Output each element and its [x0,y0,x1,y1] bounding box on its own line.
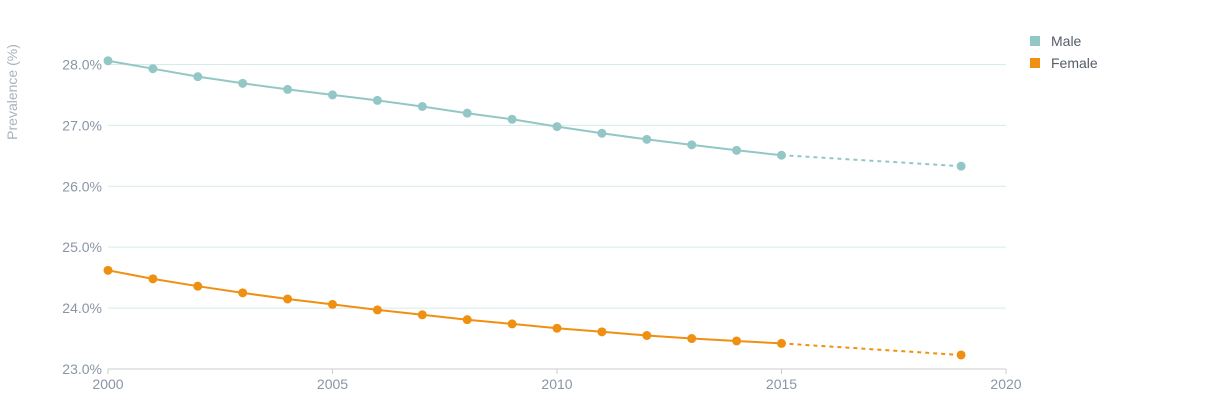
data-point[interactable] [417,310,427,320]
legend-label[interactable]: Female [1051,55,1098,71]
data-point[interactable] [956,161,966,171]
legend-swatch [1030,58,1040,68]
x-tick-label: 2005 [317,376,348,392]
data-point[interactable] [283,84,293,94]
data-point[interactable] [462,108,472,118]
series-line-projection [781,154,962,168]
x-tick-label: 2015 [766,376,797,392]
y-tick-label: 28.0% [62,56,102,72]
data-point[interactable] [193,72,203,82]
y-tick-label: 24.0% [62,300,102,316]
y-tick-label: 26.0% [62,178,102,194]
data-point[interactable] [597,128,607,138]
data-point[interactable] [552,323,562,333]
y-tick-label: 25.0% [62,239,102,255]
data-point[interactable] [193,281,203,291]
data-point[interactable] [552,122,562,132]
data-point[interactable] [642,134,652,144]
y-axis-title: Prevalence (%) [4,44,20,140]
series-line-solid [107,59,782,157]
data-point[interactable] [687,140,697,150]
data-point[interactable] [777,150,786,160]
data-point[interactable] [417,101,427,111]
data-point[interactable] [103,56,113,66]
data-point[interactable] [238,78,248,88]
data-point[interactable] [372,95,382,105]
series-line-projection [781,342,962,356]
data-point[interactable] [372,305,382,315]
data-point[interactable] [103,265,113,275]
data-point[interactable] [283,294,293,304]
x-tick-label: 2010 [541,376,572,392]
series-female [103,265,966,360]
legend-swatch [1030,36,1040,46]
data-point[interactable] [148,274,158,284]
legend-label[interactable]: Male [1051,33,1082,49]
data-point[interactable] [507,114,517,124]
data-point[interactable] [597,327,607,337]
x-tick-label: 2020 [990,376,1021,392]
data-point[interactable] [328,90,337,100]
data-point[interactable] [462,315,472,325]
data-point[interactable] [687,334,697,344]
data-point[interactable] [642,331,652,340]
data-point[interactable] [328,299,337,309]
axes: 23.0% 24.0% 25.0% 26.0% 27.0% 28.0% 2000 2005 20… [62,56,1021,392]
data-point[interactable] [238,288,248,298]
data-point[interactable] [732,145,742,155]
y-tick-label: 23.0% [62,361,102,377]
data-point[interactable] [732,336,742,346]
data-point[interactable] [148,64,158,74]
data-point[interactable] [956,350,966,360]
y-tick-label: 27.0% [62,117,102,133]
series-male [103,56,966,171]
series [103,56,966,360]
data-point[interactable] [777,338,786,348]
series-line-solid [107,269,782,345]
data-point[interactable] [507,319,517,329]
legend: Male Female [1030,33,1098,71]
x-tick-label: 2000 [92,376,123,392]
grid [108,63,1006,309]
